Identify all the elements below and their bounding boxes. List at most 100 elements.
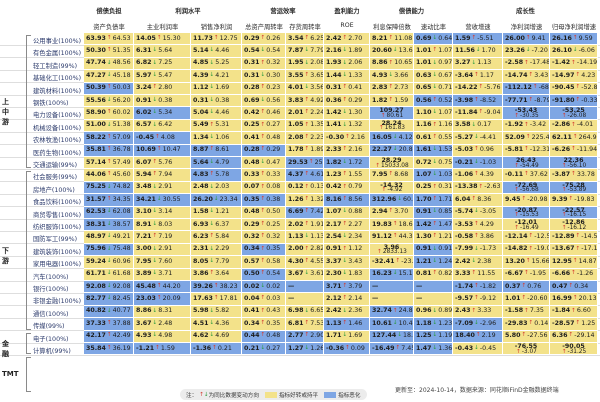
industry-label: 基础化工(100%) (33, 75, 82, 83)
metric-cell: 6.69 ↑ 7.42 (286, 206, 324, 219)
up-arrow-icon: ↑ (260, 270, 266, 277)
metric-cell: 1.07 ↓ 1.03 (414, 169, 453, 182)
value-second-line: ↑2833.13 (370, 249, 413, 255)
current-value: -75.28 (562, 181, 585, 189)
current-value: 3.71 (326, 282, 342, 290)
current-value: 2.16 (326, 46, 342, 54)
previous-value: 7.25 (158, 59, 173, 67)
down-arrow-icon: ↓ (474, 134, 479, 141)
metric-cell: 1.95 ↓ 2.08 (286, 57, 324, 71)
current-value: 0.29 (244, 220, 260, 228)
previous-value: 0.23 (266, 84, 281, 92)
up-arrow-icon: ↑ (260, 84, 266, 91)
metric-cell: — (286, 293, 324, 306)
metric-cell: -5.27 ↓ -4.41 (453, 132, 503, 145)
previous-value: 1.30 (348, 108, 363, 116)
current-value: -0.43 (455, 344, 474, 352)
industry-label: 电子(100%) (33, 335, 69, 343)
down-arrow-icon: ↓ (209, 72, 215, 79)
previous-value: 37.62 (529, 170, 548, 178)
down-arrow-icon: ↓ (106, 307, 112, 314)
metric-cell: 1.58 ↓ 1.21 (191, 206, 242, 219)
metric-cell: 4.01 ↓ 3.56 (286, 82, 324, 95)
previous-value: 0.29 (266, 146, 281, 154)
previous-value: 3.56 (310, 84, 324, 92)
metric-cell: 6.36 ↑ -29.14 (550, 330, 598, 343)
industry-label: 银行(100%) (33, 286, 69, 293)
previous-value: 44.20 (162, 282, 181, 290)
up-arrow-icon: ↑ (524, 146, 529, 153)
current-value: 22.27 (372, 146, 392, 154)
metric-cell: 0.57 ↑ 0.58 (242, 256, 286, 269)
current-value: 42.17 (86, 332, 106, 340)
down-arrow-icon: ↓ (397, 196, 402, 203)
up-arrow-icon: ↑ (152, 84, 158, 91)
industry-label: 商贸零售(100%) (33, 211, 82, 219)
previous-value: 4.46 (215, 108, 230, 116)
down-arrow-icon: ↓ (106, 258, 112, 265)
previous-value: 92.08 (112, 282, 131, 290)
metric-cell: 2.77 ↑ 2.90 (286, 330, 324, 343)
current-value: 1.21 (416, 257, 432, 265)
metric-cell: 0.07 ↑ 0.08 (242, 181, 286, 195)
up-arrow-icon: ↑ (561, 162, 567, 169)
up-arrow-icon: ↑ (342, 320, 348, 327)
current-value: 0.28 (244, 146, 260, 154)
previous-value: 5.47 (158, 71, 173, 79)
down-arrow-icon: ↓ (106, 282, 112, 289)
value-second-line: ↑15033.08 (370, 163, 413, 169)
down-arrow-icon: ↓ (342, 208, 348, 215)
metric-cell: 58.90 ↑ 60.02 (84, 107, 134, 120)
current-value: 6.07 (136, 158, 152, 166)
down-arrow-icon: ↓ (432, 344, 438, 351)
metric-cell: -32.41↑-23.78 (370, 256, 414, 269)
up-arrow-icon: ↑ (432, 196, 438, 203)
metric-cell: 5.97 ↓ 5.47 (134, 70, 191, 83)
up-arrow-icon: ↑ (260, 146, 266, 153)
up-arrow-icon: ↑ (521, 332, 527, 339)
current-value: 7.95 (136, 257, 152, 265)
current-value: -90.45 (552, 84, 575, 92)
previous-value: -23.78 (401, 257, 414, 265)
previous-value: 225.48 (531, 133, 550, 141)
previous-value: 50.03 (112, 84, 131, 92)
current-value: 0.42 (244, 108, 260, 116)
metric-cell: 4.30 ↑ 4.55 (286, 256, 324, 269)
down-arrow-icon: ↓ (471, 258, 477, 265)
metric-cell: 48.97 ↓ 49.21 (84, 231, 134, 244)
metric-cell: 0.29 ↑ 0.26 (242, 33, 286, 46)
previous-value: 4.98 (158, 332, 173, 340)
up-arrow-icon: ↑ (388, 84, 394, 91)
current-value: 4.01 (288, 84, 304, 92)
metric-cell: 9.45 ↑ -20.98 (503, 194, 550, 207)
previous-value: 0.82 (438, 270, 453, 278)
previous-value: 18.60 (398, 220, 413, 228)
previous-value: 2.70 (348, 34, 363, 42)
metric-cell: 2.42 ↓ 2.38 (453, 256, 503, 269)
industry-label: 食品饮料(100%) (33, 199, 82, 207)
metric-cell: -9.57 ↑ -9.12 (453, 293, 503, 306)
current-value: -91.80 (552, 96, 575, 104)
up-arrow-icon: ↑ (471, 34, 477, 41)
down-arrow-icon: ↓ (432, 307, 438, 314)
current-value: 2.42 (326, 307, 342, 315)
metric-cell: 61.71 ↓ 61.68 (84, 268, 134, 281)
metric-cell: 0.48 ↑ 0.50 (242, 206, 286, 219)
previous-value: 33.78 (576, 170, 595, 178)
industry-label: 非银金融(100%) (33, 298, 82, 306)
current-value: 1.70 (416, 195, 432, 203)
up-arrow-icon: ↑ (304, 208, 310, 215)
previous-value: 1.32 (310, 195, 324, 203)
down-arrow-icon: ↓ (209, 258, 215, 265)
previous-value: -30.35 (520, 112, 539, 119)
metric-cell: 0.91 ↓ 0.85 (414, 206, 453, 219)
up-arrow-icon: ↑ (152, 233, 158, 240)
down-arrow-icon: ↓ (342, 109, 348, 116)
up-arrow-icon: ↑ (342, 220, 348, 227)
metric-cell: 2.01 ↑ 2.24 (286, 107, 324, 120)
previous-value: -29.14 (574, 332, 595, 340)
up-arrow-icon: ↑ (342, 96, 348, 103)
current-value: — (372, 282, 379, 290)
previous-value: 1.21 (438, 232, 453, 240)
metric-cell: 4.39 ↓ 4.21 (191, 70, 242, 83)
